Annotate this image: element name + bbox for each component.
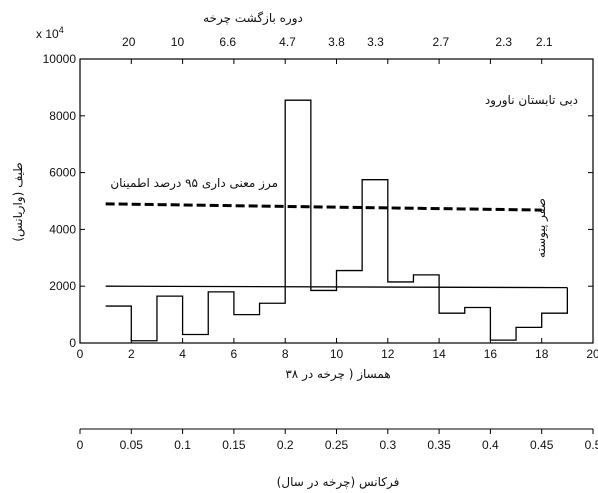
top-tick-label: 2.1 <box>536 35 553 49</box>
y-tick-label: 4000 <box>49 222 76 236</box>
significance-line <box>105 202 542 212</box>
x-tick-label: 2 <box>128 347 135 361</box>
null-continuum-label: صفر پیوسته <box>534 198 549 258</box>
y-axis: 0 2000 4000 6000 8000 10000 <box>43 52 593 350</box>
frequency-tick-label: 0.35 <box>427 438 451 452</box>
x-tick-label: 4 <box>179 347 186 361</box>
frequency-tick-label: 0.4 <box>482 438 499 452</box>
x-tick-label: 10 <box>330 347 344 361</box>
x-tick-label: 6 <box>231 347 238 361</box>
frequency-tick-label: 0.3 <box>379 438 396 452</box>
frequency-tick-label: 0.45 <box>530 438 554 452</box>
top-tick-label: 10 <box>171 35 185 49</box>
y-tick-label: 2000 <box>49 279 76 293</box>
frequency-tick-label: 0.1 <box>174 438 191 452</box>
frequency-tick-label: 0.05 <box>120 438 144 452</box>
top-axis-title: دوره بازگشت چرخه <box>203 11 303 26</box>
y-axis-title: طیف (واریانس) <box>11 162 26 241</box>
significance-label: مرز معنی داری ۹۵ درصد اطمینان <box>110 176 278 191</box>
x-tick-label: 8 <box>282 347 289 361</box>
frequency-tick-label: 0.2 <box>277 438 294 452</box>
y-tick-label: 8000 <box>49 109 76 123</box>
top-tick-label: 20 <box>122 35 136 49</box>
top-tick-label: 4.7 <box>279 35 296 49</box>
series-layer <box>105 99 568 342</box>
x-tick-label: 12 <box>381 347 395 361</box>
frequency-axis-title: فرکانس (چرخه در سال) <box>277 475 400 490</box>
x-tick-label: 20 <box>586 347 598 361</box>
y-tick-label: 10000 <box>43 52 77 66</box>
y-tick-label: 0 <box>69 336 76 350</box>
top-tick-label: 6.6 <box>219 35 236 49</box>
x-axis-title: همساز ( چرخه در ۳۸ <box>285 367 390 382</box>
x-tick-label: 16 <box>484 347 498 361</box>
null-continuum-line <box>105 285 568 289</box>
x-tick-label: 0 <box>77 347 84 361</box>
top-tick-label: 3.8 <box>328 35 345 49</box>
x-tick-label: 18 <box>535 347 549 361</box>
top-tick-label: 2.3 <box>495 35 512 49</box>
series-label: دبی تابستان ناورود <box>485 93 578 108</box>
frequency-tick-label: 0.25 <box>325 438 349 452</box>
frequency-tick-label: 0.15 <box>222 438 246 452</box>
frequency-tick-label: 0.5 <box>585 438 598 452</box>
y-multiplier: x 104 <box>36 25 64 41</box>
top-tick-label: 3.3 <box>367 35 384 49</box>
x-tick-label: 14 <box>432 347 446 361</box>
x-axis-return-period: 20 10 6.6 4.7 3.8 3.3 2.7 2.3 2.1 <box>122 35 553 49</box>
y-tick-label: 6000 <box>49 166 76 180</box>
x-axis-frequency: 0 0.05 0.1 0.15 0.2 0.25 0.3 0.35 0.4 0.45 0.5 <box>77 428 598 452</box>
frequency-tick-label: 0 <box>77 438 84 452</box>
top-tick-label: 2.7 <box>433 35 450 49</box>
series-step-line <box>105 99 568 342</box>
